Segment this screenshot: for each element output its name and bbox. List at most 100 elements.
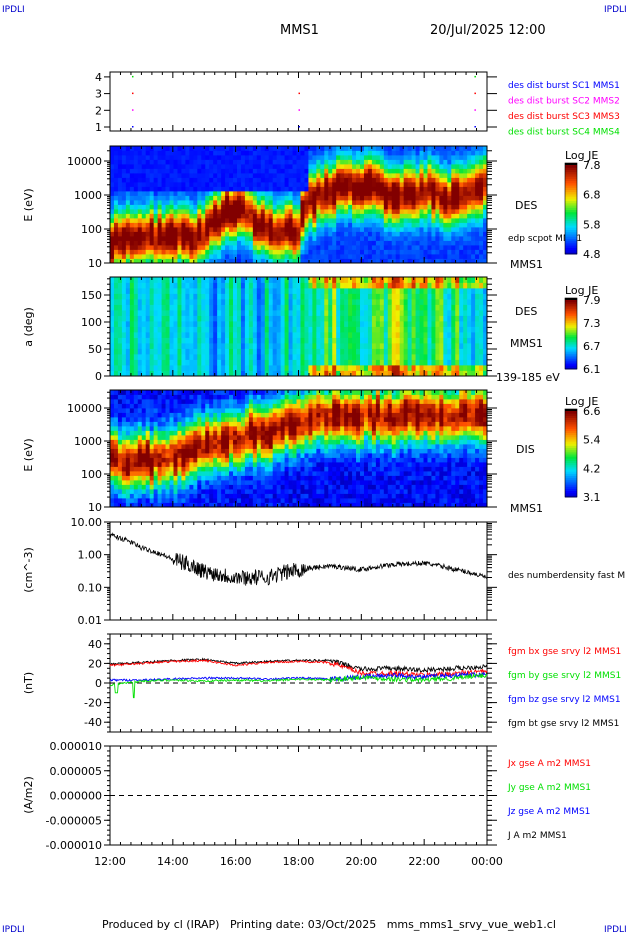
heatmap-cell (157, 213, 162, 219)
heatmap-cell (256, 439, 262, 445)
heatmap-cell (145, 200, 151, 205)
heatmap-cell (173, 399, 178, 404)
heatmap-cell (272, 200, 278, 205)
heatmap-cell (169, 249, 174, 255)
heatmap-cell (423, 168, 428, 174)
heatmap-cell (340, 222, 345, 228)
heatmap-cell (463, 408, 468, 413)
heatmap-cell (340, 204, 345, 210)
heatmap-cell (225, 448, 230, 454)
heatmap-cell (360, 498, 365, 503)
heatmap-cell (201, 150, 206, 156)
heatmap-cell (411, 475, 416, 481)
heatmap-cell (387, 209, 393, 214)
heatmap-cell (320, 204, 325, 210)
heatmap-cell (193, 204, 198, 210)
heatmap-cell (197, 182, 202, 187)
heatmap-cell (213, 195, 218, 201)
heatmap-cell (260, 484, 266, 490)
heatmap-cell (320, 493, 325, 499)
heatmap-cell (137, 421, 143, 427)
heatmap-cell (276, 430, 282, 436)
heatmap-cell (292, 200, 297, 205)
heatmap-cell (439, 168, 444, 174)
heatmap-cell (185, 168, 190, 174)
heatmap-cell (252, 480, 258, 485)
heatmap-cell (399, 493, 405, 499)
heatmap-cell (304, 254, 309, 259)
heatmap-cell (459, 453, 464, 458)
heatmap-cell (225, 150, 230, 156)
heatmap-cell (407, 475, 412, 481)
heatmap-cell (379, 195, 385, 201)
heatmap-cell (475, 502, 480, 508)
heatmap-cell (110, 254, 115, 259)
heatmap-cell (352, 394, 357, 400)
heatmap-cell (423, 236, 428, 241)
heatmap-cell (427, 444, 432, 449)
heatmap-cell (324, 435, 329, 440)
heatmap-cell (288, 209, 293, 214)
heatmap-cell (205, 453, 210, 458)
heatmap-cell (280, 448, 286, 454)
heatmap-cell (300, 213, 305, 219)
heatmap-cell (153, 159, 159, 165)
heatmap-cell (344, 213, 349, 219)
heatmap-cell (340, 182, 345, 187)
heatmap-cell (161, 390, 166, 395)
heatmap-cell (173, 453, 178, 458)
heatmap-cell (415, 182, 420, 187)
heatmap-cell (475, 182, 480, 187)
heatmap-cell (240, 480, 246, 485)
heatmap-cell (217, 218, 222, 223)
heatmap-cell (213, 164, 218, 169)
heatmap-cell (177, 462, 182, 467)
heatmap-cell (169, 168, 174, 174)
heatmap-cell (233, 254, 238, 259)
heatmap-cell (129, 231, 135, 237)
heatmap-cell (383, 249, 389, 255)
heatmap-cell (197, 245, 202, 250)
heatmap-cell (137, 475, 143, 481)
heatmap-cell (471, 204, 476, 210)
heatmap-cell (316, 164, 321, 169)
heatmap-cell (471, 182, 476, 187)
heatmap-cell (181, 150, 186, 156)
heatmap-cell (288, 231, 293, 237)
heatmap-cell (229, 475, 234, 481)
heatmap-cell (173, 213, 178, 219)
heatmap-cell (177, 245, 182, 250)
heatmap-cell (312, 186, 317, 192)
heatmap-cell (121, 155, 127, 160)
heatmap-cell (352, 399, 357, 404)
heatmap-cell (467, 466, 472, 472)
heatmap-cell (431, 258, 436, 264)
heatmap-cell (137, 399, 143, 404)
heatmap-cell (304, 204, 309, 210)
heatmap-cell (399, 489, 405, 494)
heatmap-cell (177, 444, 182, 449)
heatmap-cell (173, 421, 178, 427)
heatmap-cell (125, 417, 131, 422)
heatmap-cell (387, 254, 393, 259)
heatmap-cell (268, 489, 274, 494)
heatmap-cell (125, 155, 131, 160)
heatmap-cell (348, 462, 353, 467)
heatmap-cell (363, 399, 369, 404)
heatmap-cell (300, 155, 305, 160)
heatmap-cell (308, 204, 313, 210)
heatmap-cell (375, 146, 381, 151)
heatmap-cell (403, 489, 409, 494)
heatmap-cell (213, 426, 218, 431)
heatmap-cell (383, 204, 389, 210)
heatmap-cell (205, 399, 210, 404)
heatmap-cell (110, 159, 115, 165)
heatmap-cell (225, 462, 230, 467)
heatmap-cell (360, 222, 365, 228)
heatmap-cell (375, 390, 381, 395)
heatmap-cell (292, 231, 297, 237)
heatmap-cell (189, 245, 194, 250)
heatmap-cell (189, 453, 194, 458)
heatmap-cell (455, 498, 460, 503)
heatmap-cell (375, 394, 381, 400)
